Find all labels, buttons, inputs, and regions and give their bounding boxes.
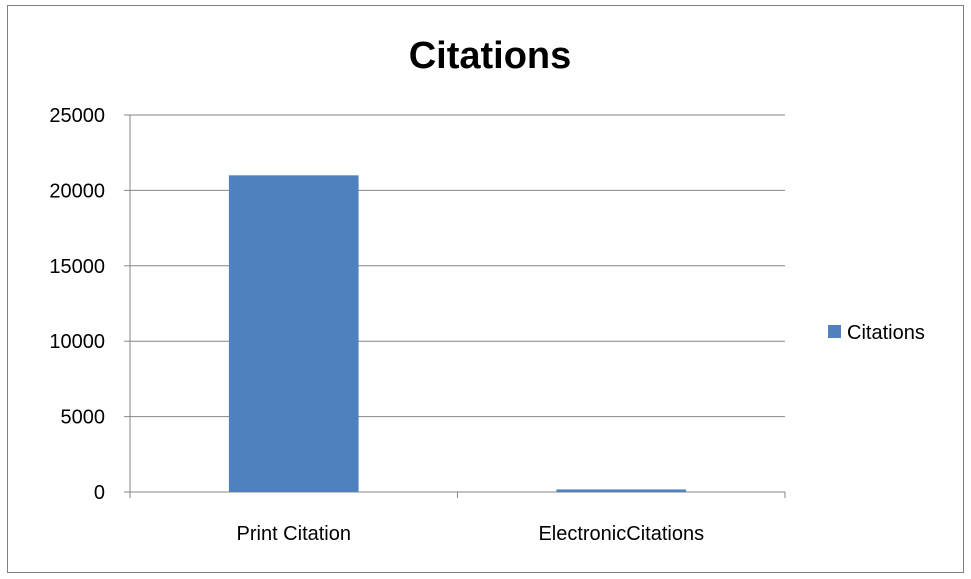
y-tick-labels: 0 5000 10000 15000 20000 25000 [49,105,105,504]
bar [556,489,687,492]
axes [124,114,786,498]
y-tick-label: 20000 [49,180,105,202]
y-tick-label: 25000 [49,105,105,127]
chart-title: Citations [409,35,572,77]
y-tick-label: 0 [94,482,105,504]
gridlines [130,114,785,418]
y-tick-label: 15000 [49,256,105,278]
chart-frame [7,5,964,573]
bar [228,175,359,492]
y-tick-label: 5000 [61,407,106,429]
x-category-label: Print Citation [237,523,352,545]
legend: Citations [828,322,925,344]
x-category-label: ElectronicCitations [538,523,704,545]
x-category-labels: Print Citation ElectronicCitations [237,523,705,545]
legend-label: Citations [847,322,925,344]
legend-swatch [828,325,841,338]
bars [228,175,687,492]
y-tick-label: 10000 [49,331,105,353]
